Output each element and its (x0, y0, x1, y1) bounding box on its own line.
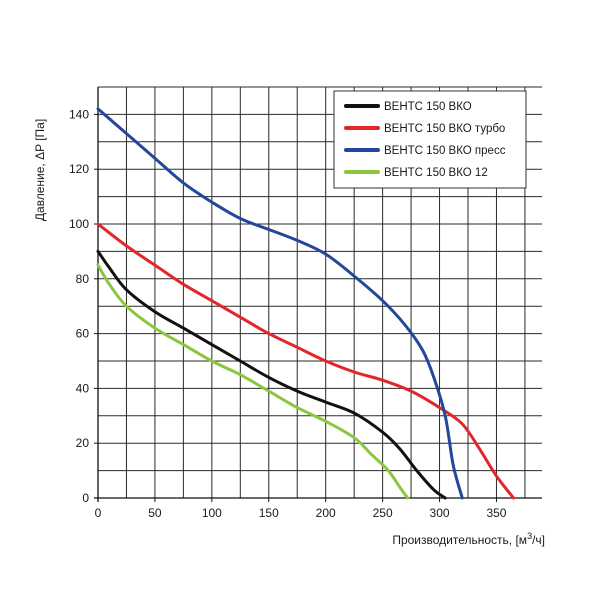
legend-label-4: ВЕНТС 150 ВКО 12 (384, 167, 488, 179)
x-tick-label: 150 (259, 506, 279, 520)
series-line-2 (96, 222, 515, 500)
y-tick-label: 120 (69, 162, 89, 176)
x-tick-label: 100 (202, 506, 222, 520)
x-tick-label: 50 (148, 506, 162, 520)
legend-label-2: ВЕНТС 150 ВКО турбо (384, 123, 505, 135)
axes: 0 50 100 150 200 250 300 350 0 20 40 60 80 100 120 140 (69, 87, 542, 520)
y-tick-label: 40 (76, 381, 90, 395)
series-line-4 (96, 263, 410, 500)
series-line-1 (96, 249, 447, 500)
x-axis-label-sup: 3 (527, 531, 532, 541)
x-axis-label: Производительность, [м3/ч] (392, 531, 545, 547)
x-tick-label: 200 (316, 506, 336, 520)
y-tick-label: 80 (76, 272, 90, 286)
y-tick-label: 140 (69, 107, 89, 121)
x-tick-label: 300 (430, 506, 450, 520)
y-tick-label: 100 (69, 217, 89, 231)
legend-label-3: ВЕНТС 150 ВКО пресс (384, 145, 506, 157)
x-axis-label-main: Производительность, [м (392, 533, 527, 547)
series-line-3 (96, 107, 464, 500)
series-lines (96, 107, 515, 500)
x-tick-label: 0 (95, 506, 102, 520)
y-tick-label: 0 (82, 491, 89, 505)
x-tick-label: 250 (373, 506, 393, 520)
x-tick-label: 350 (486, 506, 506, 520)
legend: ВЕНТС 150 ВКО ВЕНТС 150 ВКО турбо ВЕНТС 15… (333, 90, 527, 189)
y-tick-label: 20 (76, 436, 90, 450)
x-axis-label-tail: /ч] (532, 533, 545, 547)
legend-label-1: ВЕНТС 150 ВКО (384, 101, 472, 113)
y-axis-label: Давление, ΔP [Па] (33, 119, 47, 221)
y-tick-label: 60 (76, 327, 90, 341)
